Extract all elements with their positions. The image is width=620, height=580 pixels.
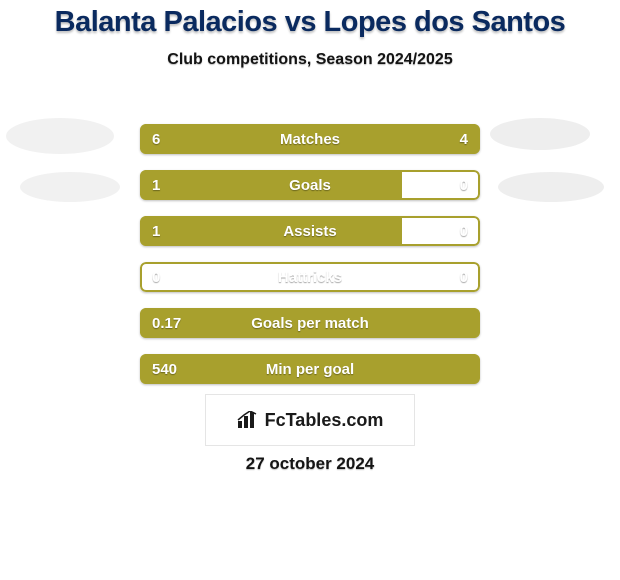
left-avatar	[6, 118, 114, 154]
footer-date: 27 october 2024	[0, 454, 620, 474]
stat-value-left: 6	[152, 124, 160, 154]
stat-value-right: 0	[460, 216, 468, 246]
left-avatar	[20, 172, 120, 202]
stat-row: Assists1 0	[140, 216, 480, 246]
stat-value-left: 0	[152, 262, 160, 292]
stat-label: Assists	[140, 216, 480, 246]
logo-text: FcTables.com	[265, 410, 384, 431]
right-avatar	[498, 172, 604, 202]
source-logo: FcTables.com	[205, 394, 415, 446]
stat-value-left: 0.17	[152, 308, 181, 338]
stat-row: Goals1 0	[140, 170, 480, 200]
stat-label: Min per goal	[140, 354, 480, 384]
stat-label: Goals per match	[140, 308, 480, 338]
stat-row: Min per goal540	[140, 354, 480, 384]
subtitle: Club competitions, Season 2024/2025	[0, 51, 620, 69]
stat-label: Hattricks	[140, 262, 480, 292]
stat-value-right: 0	[460, 262, 468, 292]
stat-row: Hattricks0 0	[140, 262, 480, 292]
chart-icon	[237, 411, 259, 429]
stat-value-left: 1	[152, 216, 160, 246]
stat-row: Matches6 4	[140, 124, 480, 154]
page-title: Balanta Palacios vs Lopes dos Santos	[0, 0, 620, 39]
stat-label: Goals	[140, 170, 480, 200]
stat-row: Goals per match0.17	[140, 308, 480, 338]
stat-label: Matches	[140, 124, 480, 154]
stat-value-right: 0	[460, 170, 468, 200]
stat-value-right: 4	[460, 124, 468, 154]
right-avatar	[490, 118, 590, 150]
stat-bars: Matches64Goals10Assists10Hattricks00Goal…	[140, 124, 480, 400]
stats-comparison-card: Balanta Palacios vs Lopes dos Santos Clu…	[0, 0, 620, 580]
stat-value-left: 1	[152, 170, 160, 200]
stat-value-left: 540	[152, 354, 177, 384]
